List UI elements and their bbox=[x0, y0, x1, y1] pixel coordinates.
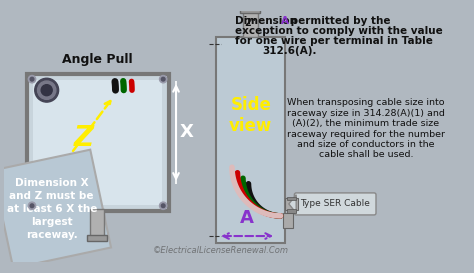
Bar bbox=[287, 209, 296, 213]
FancyBboxPatch shape bbox=[217, 37, 285, 243]
FancyBboxPatch shape bbox=[27, 74, 169, 211]
Text: Type SER Cable: Type SER Cable bbox=[300, 199, 370, 208]
Text: Dimension: Dimension bbox=[235, 16, 301, 26]
Circle shape bbox=[161, 204, 165, 207]
Text: 2": 2" bbox=[91, 221, 103, 231]
Text: X: X bbox=[180, 123, 193, 141]
Text: ©ElectricalLicenseRenewal.Com: ©ElectricalLicenseRenewal.Com bbox=[153, 246, 289, 255]
Text: When transposing cable size into
raceway size in 314.28(A)(1) and
(A)(2), the mi: When transposing cable size into raceway… bbox=[287, 99, 445, 159]
Circle shape bbox=[160, 202, 167, 209]
Bar bbox=[90, 209, 104, 239]
Circle shape bbox=[160, 76, 167, 83]
Bar bbox=[285, 197, 298, 210]
Text: exception to comply with the value: exception to comply with the value bbox=[235, 26, 443, 36]
Circle shape bbox=[41, 85, 52, 96]
FancyBboxPatch shape bbox=[33, 80, 162, 205]
Bar bbox=[240, 8, 260, 13]
Text: for one wire per terminal in Table: for one wire per terminal in Table bbox=[235, 36, 433, 46]
Bar bbox=[283, 213, 292, 228]
Text: permitted by the: permitted by the bbox=[287, 16, 391, 26]
FancyBboxPatch shape bbox=[0, 150, 111, 268]
Text: Dimension X
and Z must be
at least 6 X the
largest
raceway.: Dimension X and Z must be at least 6 X t… bbox=[7, 177, 97, 240]
Text: Z: Z bbox=[73, 124, 93, 152]
Text: 312.6(A).: 312.6(A). bbox=[262, 46, 317, 56]
Text: Angle Pull: Angle Pull bbox=[62, 53, 133, 66]
Circle shape bbox=[28, 76, 36, 83]
Bar bbox=[287, 197, 296, 200]
Polygon shape bbox=[289, 195, 296, 213]
Bar bbox=[87, 235, 107, 241]
FancyBboxPatch shape bbox=[294, 193, 376, 215]
Circle shape bbox=[35, 78, 59, 102]
Text: A: A bbox=[281, 16, 289, 26]
Circle shape bbox=[30, 204, 34, 207]
Text: 2": 2" bbox=[245, 18, 256, 28]
Text: Side
view: Side view bbox=[229, 96, 273, 135]
Circle shape bbox=[161, 77, 165, 81]
Text: A: A bbox=[240, 209, 254, 227]
Bar bbox=[243, 11, 258, 37]
Circle shape bbox=[28, 202, 36, 209]
Circle shape bbox=[37, 81, 56, 99]
Circle shape bbox=[30, 77, 34, 81]
